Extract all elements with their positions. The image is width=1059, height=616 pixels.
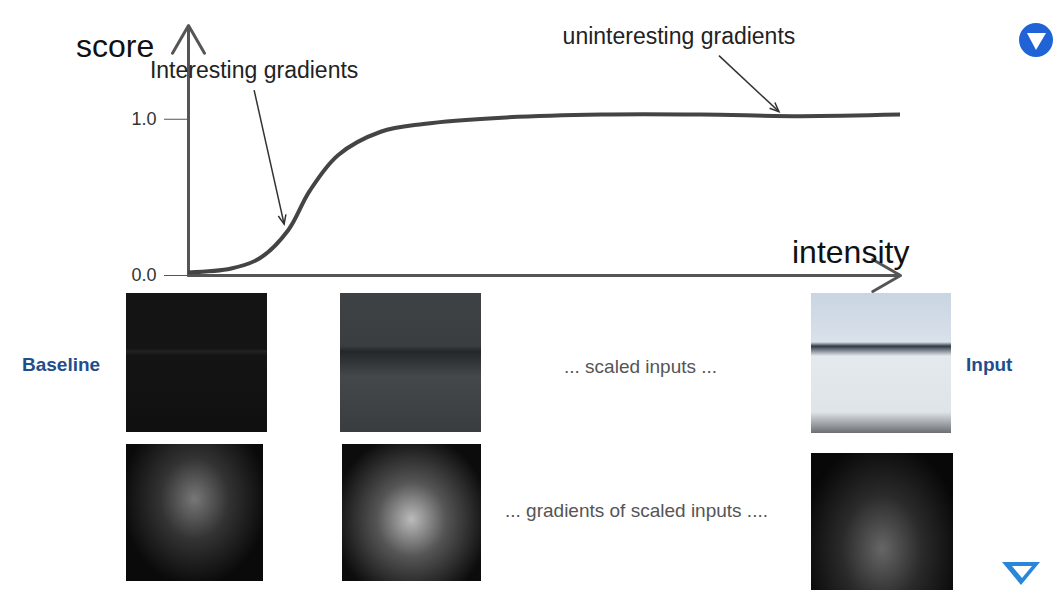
html-text:Baseline: Baseline	[22, 354, 101, 375]
html-text:score: score	[76, 28, 155, 64]
html-text:... gradients of scaled inputs: ... gradients of scaled inputs ....	[505, 500, 768, 521]
svg-text:1.0: 1.0	[131, 109, 156, 129]
html-text:... scaled inputs ...: ... scaled inputs ...	[564, 356, 718, 377]
html-text:Input: Input	[966, 354, 1013, 375]
svg-text:uninteresting gradients: uninteresting gradients	[563, 23, 796, 49]
svg-text:0.0: 0.0	[131, 265, 156, 285]
html-text:intensity: intensity	[792, 234, 910, 270]
svg-text:Interesting gradients: Interesting gradients	[150, 57, 358, 83]
